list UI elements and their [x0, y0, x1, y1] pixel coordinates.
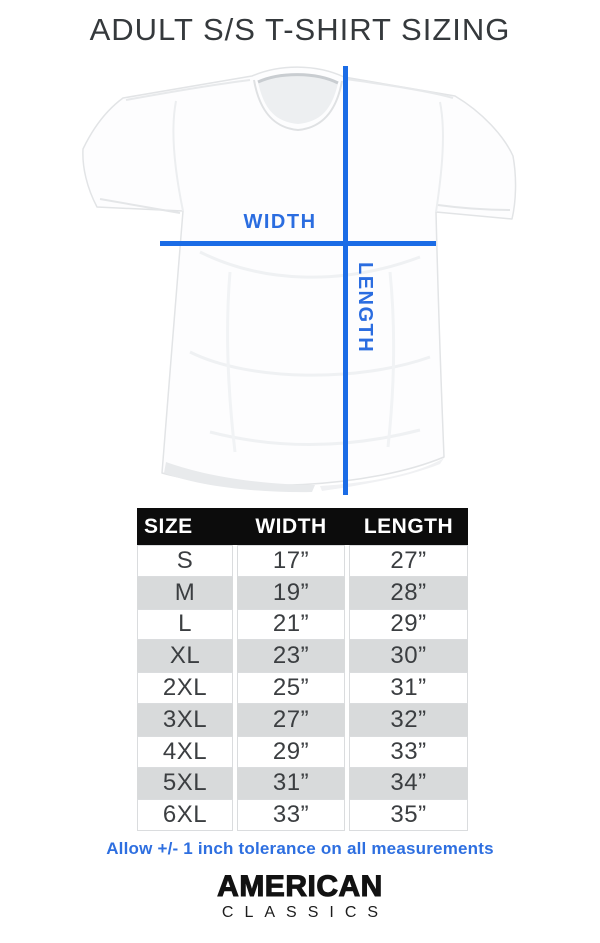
table-cell: 25”: [237, 672, 345, 704]
table-cell: 27”: [237, 703, 345, 736]
tolerance-note: Allow +/- 1 inch tolerance on all measur…: [106, 839, 494, 858]
tshirt-illustration: [82, 66, 517, 493]
col-header-size: SIZE: [144, 514, 193, 538]
table-cell: S: [137, 545, 233, 577]
table-cell: 3XL: [137, 703, 233, 736]
table-cell: 21”: [237, 608, 345, 641]
size-table: S 17” 27” M 19” 28” L 21” 29” XL 23” 30” 2XL 25” 31” 3X…: [137, 545, 468, 832]
table-cell: 6XL: [137, 799, 233, 832]
width-measure-line: [160, 241, 436, 246]
col-header-width: WIDTH: [255, 514, 327, 538]
page-title: ADULT S/S T-SHIRT SIZING: [89, 12, 511, 47]
table-cell: 23”: [237, 640, 345, 673]
width-label: WIDTH: [243, 211, 317, 233]
table-cell: 35”: [349, 799, 468, 832]
table-cell: 31”: [237, 767, 345, 800]
table-cell: 27”: [349, 545, 468, 577]
brand-logo-american: AMERICAN: [217, 869, 383, 903]
table-cell: 5XL: [137, 767, 233, 800]
table-cell: 33”: [349, 735, 468, 768]
table-cell: M: [137, 576, 233, 609]
size-table-header: SIZE WIDTH LENGTH: [137, 508, 468, 545]
col-header-length: LENGTH: [363, 514, 454, 538]
tshirt-photo: [80, 52, 530, 502]
table-cell: 29”: [349, 608, 468, 641]
table-cell: XL: [137, 640, 233, 673]
table-cell: 28”: [349, 576, 468, 609]
length-label: LENGTH: [354, 262, 376, 354]
table-cell: 29”: [237, 735, 345, 768]
table-cell: 32”: [349, 703, 468, 736]
table-cell: 34”: [349, 767, 468, 800]
table-cell: 17”: [237, 545, 345, 577]
table-cell: 33”: [237, 799, 345, 832]
table-cell: 4XL: [137, 735, 233, 768]
table-cell: 19”: [237, 576, 345, 609]
table-cell: 30”: [349, 640, 468, 673]
brand-logo-classics: CLASSICS: [221, 904, 390, 921]
length-measure-line: [343, 66, 348, 495]
table-cell: 31”: [349, 672, 468, 704]
table-cell: L: [137, 608, 233, 641]
table-cell: 2XL: [137, 672, 233, 704]
